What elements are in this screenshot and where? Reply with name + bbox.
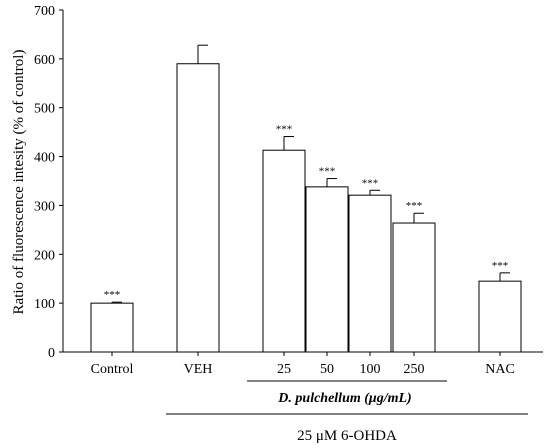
bar — [262, 149, 306, 353]
x-tick-label: 250 — [404, 362, 425, 377]
y-tick-label: 700 — [34, 4, 55, 19]
bar — [305, 186, 349, 353]
bar — [392, 222, 436, 353]
significance-label: *** — [362, 177, 379, 189]
y-tick-label: 200 — [34, 248, 55, 263]
x-tick-label: NAC — [485, 362, 515, 377]
y-axis-title: Ratio of fluorescence intesity (% of con… — [11, 50, 27, 315]
significance-label: *** — [406, 200, 423, 212]
bar — [348, 194, 392, 353]
x-tick-label: 50 — [320, 362, 334, 377]
x-tick-label: 25 — [277, 362, 291, 377]
bar — [478, 280, 522, 353]
significance-label: *** — [104, 289, 121, 301]
y-tick-label: 100 — [34, 297, 55, 312]
y-tick-label: 400 — [34, 151, 55, 166]
bar — [90, 302, 134, 353]
plot-area: *** *** *** *** *** *** — [90, 44, 522, 356]
x-tick-labels: Control VEH 25 50 100 250 NAC — [91, 362, 515, 377]
significance-label: *** — [492, 260, 509, 272]
treatment-group-label: 25 μM 6-OHDA — [297, 428, 397, 444]
y-tick-label: 300 — [34, 199, 55, 214]
significance-label: *** — [319, 166, 336, 178]
y-tick-label: 0 — [48, 346, 55, 361]
x-tick-label: Control — [91, 362, 134, 377]
y-axis: 0 100 200 300 400 500 600 700 — [34, 4, 543, 361]
extract-group-label: D. pulchellum (μg/mL) — [277, 391, 411, 406]
significance-label: *** — [276, 124, 293, 136]
x-tick-label: 100 — [360, 362, 381, 377]
y-tick-label: 600 — [34, 53, 55, 68]
x-tick-label: VEH — [184, 362, 213, 377]
y-tick-label: 500 — [34, 102, 55, 117]
bar — [176, 63, 220, 353]
